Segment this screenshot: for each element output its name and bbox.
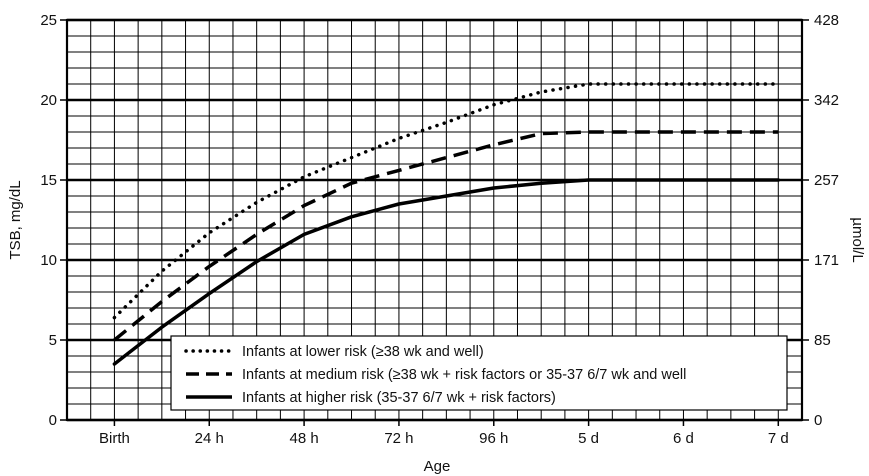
- y-axis-title-right: µmol/L: [849, 217, 866, 262]
- y-tick-label-right: 257: [814, 172, 839, 189]
- legend-box: [170, 335, 788, 411]
- legend-label-higher-risk: Infants at higher risk (35-37 6/7 wk + r…: [242, 390, 556, 406]
- plot-border: [65, 18, 804, 422]
- legend-label-medium-risk: Infants at medium risk (≥38 wk + risk fa…: [242, 367, 686, 383]
- x-axis-title: Age: [424, 458, 451, 475]
- y-axis-right: 0 85 171 257 342 428: [802, 12, 839, 429]
- x-tick-label: 96 h: [479, 430, 508, 447]
- x-tick-label: 6 d: [673, 430, 694, 447]
- x-tick-label: 7 d: [768, 430, 789, 447]
- series-line-higher-risk: [112, 178, 781, 366]
- y-tick-label-left: 0: [49, 412, 57, 429]
- y-tick-label-left: 15: [40, 172, 57, 189]
- y-tick-label-left: 25: [40, 12, 57, 29]
- x-tick-label: 24 h: [195, 430, 224, 447]
- legend: Infants at lower risk (≥38 wk and well) …: [170, 335, 788, 411]
- x-tick-label: 5 d: [578, 430, 599, 447]
- legend-label-lower-risk: Infants at lower risk (≥38 wk and well): [242, 344, 484, 360]
- plot-frame: [65, 18, 804, 422]
- y-axis-left: 0 5 10 15 20 25: [40, 12, 67, 429]
- y-tick-label-right: 428: [814, 12, 839, 29]
- y-tick-label-right: 85: [814, 332, 831, 349]
- x-axis: Birth 24 h 48 h 72 h 96 h 5 d 6 d 7 d: [99, 420, 789, 447]
- y-tick-label-left: 5: [49, 332, 57, 349]
- x-tick-label: 48 h: [289, 430, 318, 447]
- y-tick-label-right: 0: [814, 412, 822, 429]
- y-tick-label-right: 171: [814, 252, 839, 269]
- y-axis-title-left: TSB, mg/dL: [7, 180, 24, 259]
- x-tick-label: 72 h: [384, 430, 413, 447]
- y-tick-label-left: 20: [40, 92, 57, 109]
- y-tick-label-left: 10: [40, 252, 57, 269]
- series-line-medium-risk: [113, 130, 779, 342]
- y-tick-label-right: 342: [814, 92, 839, 109]
- x-tick-label: Birth: [99, 430, 130, 447]
- series-lines: [112, 82, 781, 366]
